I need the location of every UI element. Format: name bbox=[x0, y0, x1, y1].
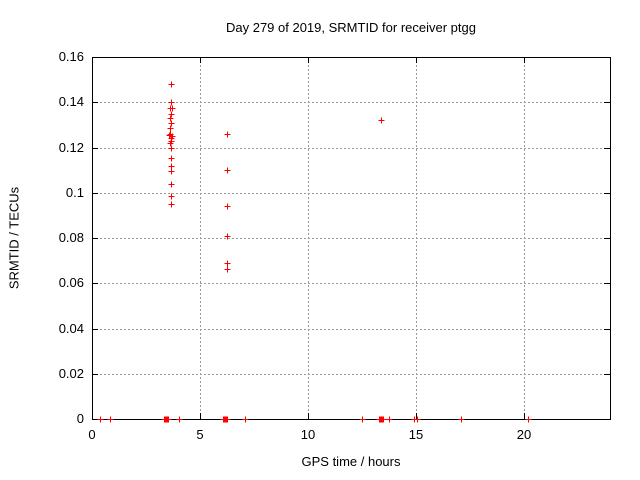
data-point-marker bbox=[168, 201, 175, 208]
y-tick-label: 0.02 bbox=[59, 366, 84, 381]
data-point-marker bbox=[167, 115, 174, 122]
data-point-marker bbox=[97, 416, 104, 423]
data-point-marker bbox=[224, 167, 231, 174]
x-tick-label: 20 bbox=[517, 427, 531, 442]
data-point-marker bbox=[168, 111, 175, 118]
x-tick-label: 0 bbox=[88, 427, 95, 442]
data-point-marker bbox=[224, 203, 231, 210]
x-tick-label: 10 bbox=[301, 427, 315, 442]
y-tick-label: 0.04 bbox=[59, 321, 84, 336]
data-point-marker bbox=[386, 416, 393, 423]
y-tick-label: 0.06 bbox=[59, 275, 84, 290]
y-tick-label: 0.1 bbox=[66, 185, 84, 200]
data-point-marker bbox=[458, 416, 465, 423]
data-point-marker bbox=[525, 416, 532, 423]
data-point-marker bbox=[224, 260, 231, 267]
data-point-marker bbox=[169, 105, 176, 112]
y-tick-label: 0.16 bbox=[59, 49, 84, 64]
data-point-marker bbox=[224, 416, 231, 423]
data-point-marker bbox=[167, 125, 174, 132]
data-point-marker bbox=[165, 416, 172, 423]
data-point-marker bbox=[168, 81, 175, 88]
data-point-marker bbox=[168, 193, 175, 200]
data-point-marker bbox=[168, 120, 175, 127]
y-tick-label: 0.12 bbox=[59, 140, 84, 155]
data-point-marker bbox=[224, 131, 231, 138]
data-point-marker bbox=[168, 168, 175, 175]
y-axis-label: SRMTID / TECUs bbox=[6, 186, 22, 290]
x-tick-label: 5 bbox=[196, 427, 203, 442]
data-point-marker bbox=[414, 416, 421, 423]
y-tick-label: 0 bbox=[77, 411, 84, 426]
data-point-marker bbox=[378, 117, 385, 124]
y-tick-label: 0.08 bbox=[59, 230, 84, 245]
data-point-marker bbox=[168, 145, 175, 152]
x-axis-label: GPS time / hours bbox=[301, 454, 401, 469]
data-point-marker bbox=[176, 416, 183, 423]
data-point-marker bbox=[168, 181, 175, 188]
data-point-marker bbox=[167, 140, 174, 147]
y-tick-label: 0.14 bbox=[59, 94, 84, 109]
x-tick-label: 15 bbox=[409, 427, 423, 442]
data-point-marker bbox=[107, 416, 114, 423]
data-point-marker bbox=[359, 416, 366, 423]
chart-title: Day 279 of 2019, SRMTID for receiver ptg… bbox=[225, 20, 476, 35]
data-point-marker bbox=[168, 155, 175, 162]
data-point-marker bbox=[224, 266, 231, 273]
data-point-marker bbox=[380, 416, 387, 423]
data-point-marker bbox=[224, 233, 231, 240]
data-point-marker bbox=[168, 99, 175, 106]
data-point-marker bbox=[242, 416, 249, 423]
